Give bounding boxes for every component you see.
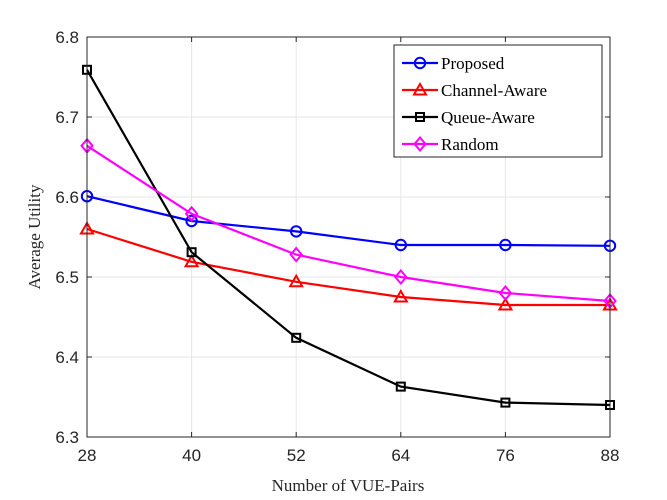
data-point-queue-aware [395,381,406,392]
data-point-proposed [290,225,303,238]
x-tick-label: 76 [496,446,515,465]
data-point-random [184,205,199,222]
data-point-channel-aware [183,253,200,268]
legend-marker-queue-aware [415,112,425,122]
data-point-proposed [499,238,512,252]
data-point-queue-aware [500,397,511,408]
legend-marker-proposed [413,56,427,70]
x-tick-label: 52 [287,446,306,465]
series-layer [79,64,618,410]
data-point-channel-aware [288,273,304,288]
y-tick-label: 6.6 [55,188,79,207]
legend-marker-channel-aware [412,81,428,96]
series-line-random [86,144,611,303]
x-tick-label: 40 [182,446,201,465]
y-tick-label: 6.7 [55,108,79,127]
legend: Proposed Channel-Aware Queue-Aware Random [393,44,603,158]
series-line-queue-aware [86,69,611,407]
data-point-proposed [394,238,407,252]
legend-label-channel-aware: Channel-Aware [441,81,547,100]
data-point-channel-aware [497,296,514,311]
data-point-random [393,268,408,286]
legend-label-queue-aware: Queue-Aware [441,108,535,127]
y-tick-label: 6.5 [55,268,79,287]
legend-marker-random [413,135,427,153]
x-tick-label: 88 [601,446,620,465]
data-point-random [289,246,304,263]
legend-label-proposed: Proposed [441,54,505,73]
series-line-channel-aware [86,227,610,307]
series-queue-aware [82,64,615,410]
x-tick-label: 28 [78,446,97,465]
data-point-queue-aware [291,332,302,343]
x-tick-label: 64 [391,446,410,465]
y-axis-title: Average Utility [25,184,44,289]
y-tick-label: 6.3 [55,428,79,447]
y-tick-label: 6.4 [55,348,79,367]
data-point-proposed [185,214,198,228]
legend-label-random: Random [441,135,499,154]
data-point-random [498,284,513,302]
data-point-channel-aware [393,288,409,303]
y-tick-label: 6.8 [55,28,79,47]
x-axis-title: Number of VUE-Pairs [272,476,425,495]
series-line-proposed [86,195,611,247]
data-point-queue-aware [186,247,197,258]
axis-ticks: 28 40 52 64 76 88 6.3 6.4 6.5 6.6 6.7 6.8 [55,28,619,465]
plot-frame [86,36,611,438]
